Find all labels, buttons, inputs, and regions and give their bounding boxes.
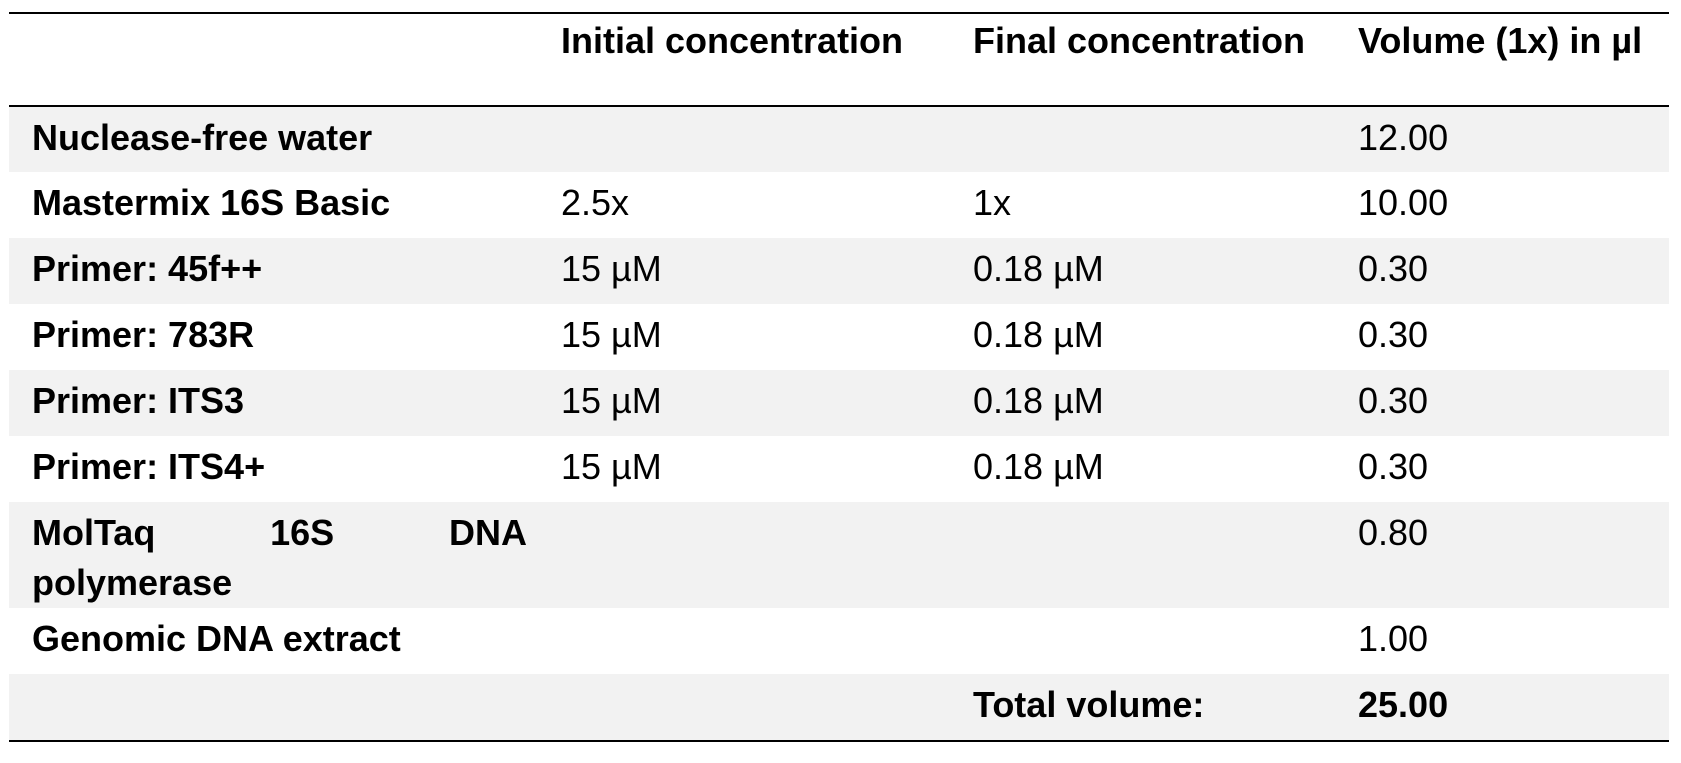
final-cell: 0.18 µM [973, 446, 1104, 487]
empty-cell [539, 674, 951, 740]
component-cell: Primer: 783R [32, 314, 255, 355]
component-word: MolTaq [32, 512, 156, 553]
component-cell: Primer: ITS3 [9, 370, 539, 436]
initial-cell: 2.5x [561, 182, 630, 223]
final-cell: 0.18 µM [951, 370, 1336, 436]
table-row: MolTaq 16S DNA polymerase 0.80 [9, 502, 1669, 608]
volume-cell: 1.00 [1358, 618, 1429, 659]
component-line-1: MolTaq 16S DNA [32, 508, 527, 558]
volume-cell: 0.30 [1358, 446, 1429, 487]
final-cell: 0.18 µM [973, 314, 1104, 355]
initial-cell: 15 µM [561, 314, 662, 355]
header-final-concentration: Final concentration [951, 14, 1336, 107]
initial-cell: 15 µM [561, 446, 662, 487]
final-cell: 1x [973, 182, 1012, 223]
table-row: Primer: ITS4+ 15 µM 0.18 µM 0.30 [9, 436, 1669, 502]
volume-cell: 0.30 [1336, 370, 1669, 436]
initial-cell [539, 106, 951, 172]
total-row: Total volume: 25.00 [9, 674, 1669, 740]
component-cell: Nuclease-free water [9, 106, 539, 172]
table-row: Genomic DNA extract 1.00 [9, 608, 1669, 674]
table-row: Primer: ITS3 15 µM 0.18 µM 0.30 [9, 370, 1669, 436]
final-cell [951, 106, 1336, 172]
table-row: Nuclease-free water 12.00 [9, 106, 1669, 172]
component-cell: Primer: ITS4+ [32, 446, 266, 487]
component-cell: Primer: 45f++ [9, 238, 539, 304]
component-cell: Mastermix 16S Basic [32, 182, 391, 223]
initial-cell: 15 µM [539, 370, 951, 436]
pcr-reaction-table: Initial concentration Final concentratio… [9, 12, 1669, 742]
final-cell: 0.18 µM [951, 238, 1336, 304]
initial-cell [539, 502, 951, 608]
table-row: Primer: 45f++ 15 µM 0.18 µM 0.30 [9, 238, 1669, 304]
table-row: Primer: 783R 15 µM 0.18 µM 0.30 [9, 304, 1669, 370]
component-line-2: polymerase [32, 562, 233, 603]
volume-cell: 12.00 [1336, 106, 1669, 172]
volume-cell: 0.80 [1336, 502, 1669, 608]
initial-cell [539, 608, 951, 674]
table-header: Initial concentration Final concentratio… [9, 14, 1669, 107]
component-word: 16S [270, 512, 335, 553]
final-cell [951, 608, 1336, 674]
volume-cell: 10.00 [1358, 182, 1449, 223]
volume-cell: 0.30 [1336, 238, 1669, 304]
total-label: Total volume: [951, 674, 1336, 740]
table-body: Nuclease-free water 12.00 Mastermix 16S … [9, 106, 1669, 740]
component-cell: Genomic DNA extract [32, 618, 401, 659]
component-cell: MolTaq 16S DNA polymerase [9, 502, 539, 608]
volume-cell: 0.30 [1358, 314, 1429, 355]
table-row: Mastermix 16S Basic 2.5x 1x 10.00 [9, 172, 1669, 238]
header-volume: Volume (1x) in µl [1336, 14, 1669, 107]
total-value: 25.00 [1336, 674, 1669, 740]
header-component [9, 14, 539, 107]
empty-cell [9, 674, 539, 740]
initial-cell: 15 µM [539, 238, 951, 304]
header-initial-concentration: Initial concentration [539, 14, 951, 107]
final-cell [951, 502, 1336, 608]
component-word: DNA [449, 512, 527, 553]
reaction-mix-table: Initial concentration Final concentratio… [9, 14, 1669, 740]
